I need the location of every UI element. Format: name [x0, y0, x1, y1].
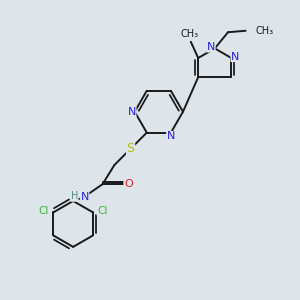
Text: N: N: [167, 131, 175, 142]
Text: H: H: [71, 191, 78, 201]
Text: O: O: [124, 179, 133, 189]
Text: N: N: [80, 192, 89, 203]
Text: CH₃: CH₃: [180, 29, 198, 39]
Text: N: N: [231, 52, 239, 61]
Text: Cl: Cl: [39, 206, 49, 216]
Text: N: N: [207, 42, 215, 52]
Text: S: S: [127, 142, 135, 155]
Text: CH₃: CH₃: [255, 26, 273, 36]
Text: Cl: Cl: [97, 206, 108, 216]
Text: N: N: [128, 107, 136, 117]
